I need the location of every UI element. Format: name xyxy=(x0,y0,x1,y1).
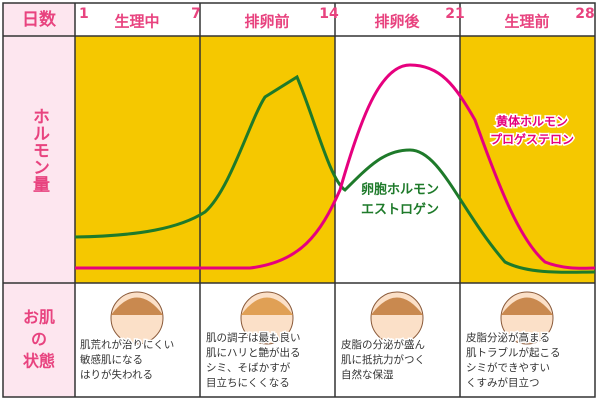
progesterone-curve xyxy=(75,63,596,270)
skin-note: シミができやすい xyxy=(466,361,550,374)
skin-note: 肌トラブルが起こる xyxy=(466,346,561,359)
day-number: 1 xyxy=(79,6,89,22)
estrogen-label: 卵胞ホルモン xyxy=(361,182,439,198)
skin-note: 肌荒れが治りにくい xyxy=(80,338,174,351)
day-number: 21 xyxy=(445,6,464,22)
phase-name: 生理前 xyxy=(504,13,549,31)
progesterone-label: 黄体ホルモン xyxy=(496,114,568,129)
skin-label: お肌 xyxy=(23,308,55,327)
phase-bg xyxy=(75,36,200,283)
days-label: 日数 xyxy=(22,9,57,30)
phase-name: 生理中 xyxy=(114,13,159,31)
left-column xyxy=(3,3,75,397)
skin-note: 肌にハリと艶が出る xyxy=(206,346,301,359)
progesterone-label: プロゲステロン xyxy=(490,132,574,147)
skin-label: の xyxy=(31,330,47,349)
day-number: 28 xyxy=(575,6,594,22)
phase-name: 排卵後 xyxy=(374,13,420,31)
faces xyxy=(110,291,554,345)
skin-note: シミ、そばかすが xyxy=(206,361,291,374)
estrogen-label: エストロゲン xyxy=(361,202,439,218)
hormone-label: ホルモン量 xyxy=(29,108,50,193)
skin-note: 自然な保湿 xyxy=(341,368,394,381)
skin-note: くすみが目立つ xyxy=(466,376,540,389)
phase-name: 排卵前 xyxy=(244,13,289,31)
phase-bg xyxy=(335,36,460,283)
skin-note: 肌に抵抗力がつく xyxy=(341,353,425,366)
skin-note: はりが失われる xyxy=(80,368,153,381)
day-number: 14 xyxy=(319,6,339,22)
phase-bg xyxy=(460,36,595,283)
skin-note: 皮脂の分泌が盛ん xyxy=(341,338,425,351)
skin-note: 目立ちにくくなる xyxy=(206,376,290,389)
skin-note: 皮脂分泌が高まる xyxy=(466,331,550,344)
skin-note: 肌の調子は最も良い xyxy=(206,331,301,344)
day-number: 7 xyxy=(191,6,201,22)
skin-label: 状態 xyxy=(23,352,55,371)
phase-bg xyxy=(200,36,335,283)
skin-note: 敏感肌になる xyxy=(80,353,143,366)
